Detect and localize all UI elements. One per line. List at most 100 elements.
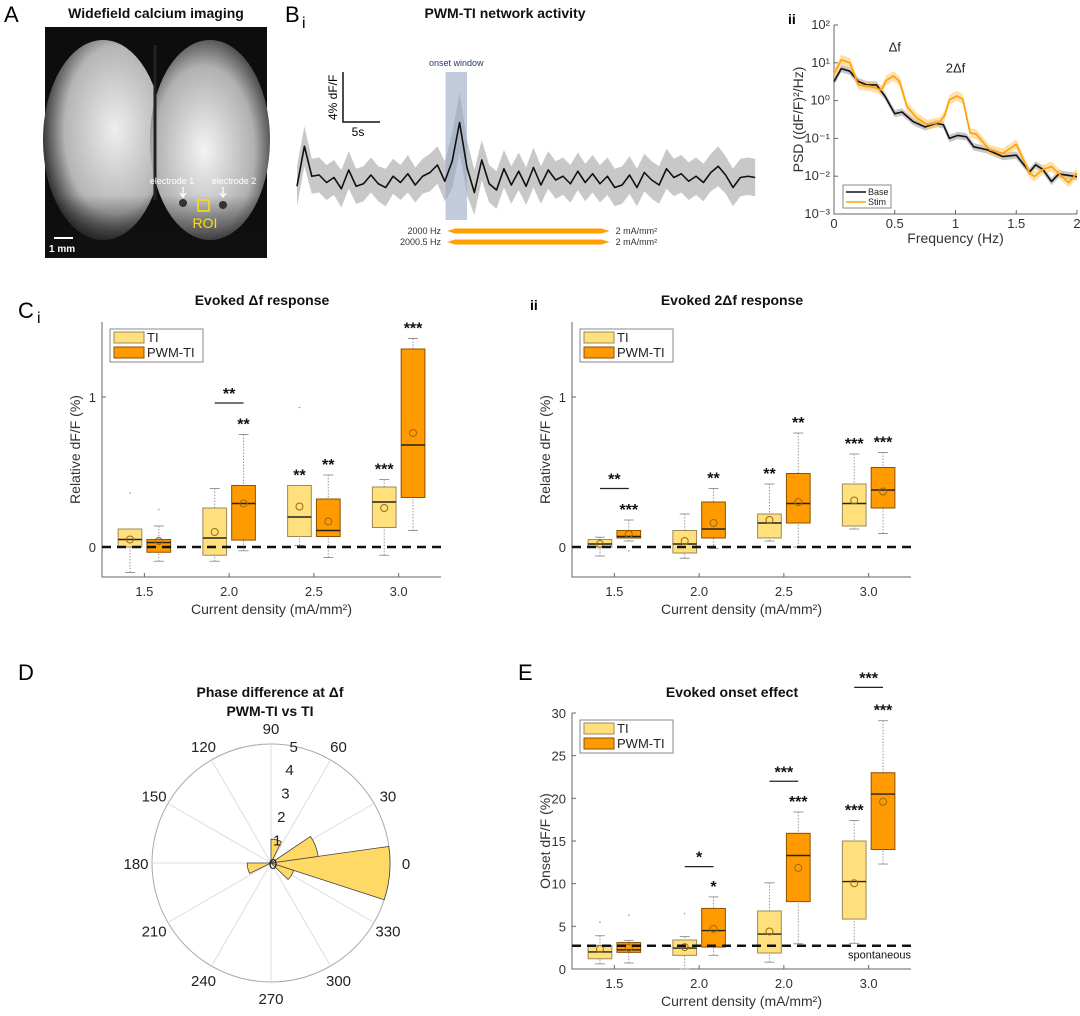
box-iqr — [231, 485, 256, 541]
box-pwm-ti-3.0 — [400, 338, 426, 531]
panel-label-b: B — [285, 2, 300, 27]
box-ti-2.5 — [757, 483, 782, 542]
legend-swatch — [113, 331, 145, 344]
mean-marker — [154, 537, 163, 545]
panel-label-cii: ii — [530, 297, 538, 313]
angle-tick-label: 90 — [263, 721, 280, 738]
y-tick-label: 10² — [811, 17, 830, 32]
onset-window-label: onset window — [429, 58, 484, 68]
panel-e-box-chart: Evoked onset effect 0 5 10 15 20 25 30 1.5 2.0 2.0… — [537, 670, 911, 1009]
box-pwm-ti-1.5 — [616, 914, 642, 964]
legend-swatch — [113, 346, 145, 359]
y-axis-label: Relative dF/F (%) — [537, 395, 553, 504]
box-ti-3.0 — [841, 453, 867, 530]
panel-a-title: Widefield calcium imaging — [68, 5, 244, 21]
panel-label-ci: i — [37, 310, 41, 327]
panel-d-polar-chart: Phase difference at Δf PWM-TI vs TI 0 1 2 3 4 5… — [123, 684, 410, 1008]
y-tick-label: 25 — [552, 749, 566, 764]
panel-a: A Widefield calcium imaging electrode 1 … — [4, 2, 270, 258]
box-pwm-ti-2.5 — [315, 474, 341, 558]
box-iqr — [117, 528, 143, 548]
legend-label: Base — [868, 187, 889, 197]
box-pwm-ti-1.5 — [616, 519, 642, 552]
mean-marker — [794, 498, 803, 506]
polar-bar — [270, 835, 319, 864]
box-iqr — [757, 513, 782, 539]
box-pwm-ti-2.5 — [785, 432, 811, 548]
angle-tick-label: 30 — [380, 789, 397, 806]
mean-marker — [765, 516, 774, 524]
x-tick-label: 1.5 — [135, 584, 153, 599]
chart-title: Evoked 2Δf response — [661, 292, 804, 308]
mean-marker — [709, 924, 718, 933]
bracket-stars: *** — [775, 764, 794, 781]
box-ti-2.0 — [672, 513, 698, 559]
polar-bar — [246, 862, 272, 874]
polar-bar — [270, 845, 391, 901]
scale-bar-x-label: 5s — [352, 125, 365, 139]
mean-marker — [709, 519, 718, 527]
axes — [571, 322, 911, 578]
mean-marker — [850, 879, 859, 888]
scale-bar-label: 1 mm — [49, 244, 75, 255]
x-axis-label: Current density (mA/mm²) — [191, 601, 352, 617]
box-iqr — [202, 507, 228, 556]
x-tick-label: 2.0 — [690, 584, 708, 599]
y-tick-label: 10¹ — [811, 55, 830, 70]
bracket-stars: ** — [223, 386, 236, 403]
psd-line-stim — [833, 59, 1078, 184]
radial-tick-label: 2 — [277, 809, 285, 826]
legend-swatch — [583, 331, 615, 344]
polar-bar — [270, 862, 295, 881]
x-tick-label: 2.0 — [775, 976, 793, 991]
significance-stars: ** — [322, 457, 335, 474]
mean-marker — [210, 528, 219, 536]
angle-tick-label: 330 — [375, 924, 400, 941]
roi-square — [197, 199, 210, 212]
outlier-point — [129, 492, 131, 494]
box-iqr — [672, 530, 698, 554]
y-tick-label: 10⁰ — [810, 93, 830, 108]
legend-label: PWM-TI — [617, 736, 665, 751]
box-ti-1.5 — [117, 492, 143, 573]
chart-title: Evoked Δf response — [195, 292, 330, 308]
panel-cii-box-chart: Evoked 2Δf response 0 1 1.5 2.0 2.5 3.0 Current… — [537, 292, 911, 617]
x-axis-label: Current density (mA/mm²) — [661, 601, 822, 617]
y-tick-label: 1 — [89, 390, 96, 405]
box-iqr — [841, 483, 867, 527]
box-ti-1.5 — [587, 921, 613, 965]
psd-line-base — [833, 67, 1078, 183]
y-tick-label: 15 — [552, 834, 566, 849]
peak-annotation: 2Δf — [946, 61, 966, 76]
polar-bar — [270, 838, 282, 864]
box-pwm-ti-2.0 — [231, 434, 256, 552]
chart-title: Evoked onset effect — [666, 684, 799, 700]
box-ti-3.0 — [841, 820, 867, 944]
stimulation-amplitude: 2 mA/mm² — [616, 226, 658, 236]
axes — [101, 322, 441, 578]
mean-marker — [624, 530, 633, 539]
mean-marker — [680, 943, 689, 952]
significance-stars: *** — [789, 794, 808, 811]
box-iqr — [701, 907, 726, 948]
y-axis-label: PSD ((dF/F)²/Hz) — [790, 67, 806, 173]
box-iqr — [400, 348, 426, 498]
x-axis-label: Current density (mA/mm²) — [661, 993, 822, 1009]
mean-marker — [324, 517, 333, 526]
legend-label: TI — [617, 721, 629, 736]
radial-tick-label: 4 — [285, 762, 293, 779]
stimulation-frequency: 2000 Hz — [407, 226, 441, 236]
mean-trace-line — [296, 121, 756, 194]
radial-tick-label: 0 — [269, 856, 277, 873]
legend-swatch — [583, 737, 615, 750]
outlier-point — [298, 406, 301, 409]
panel-label-bi: i — [302, 15, 306, 32]
radial-tick-label: 5 — [289, 739, 297, 756]
x-tick-label: 1.5 — [605, 584, 623, 599]
legend-label: PWM-TI — [617, 345, 665, 360]
outlier-point — [599, 921, 601, 923]
mean-marker — [125, 535, 134, 544]
x-tick-label: 0 — [830, 216, 837, 231]
x-tick-label: 1.5 — [1007, 216, 1025, 231]
